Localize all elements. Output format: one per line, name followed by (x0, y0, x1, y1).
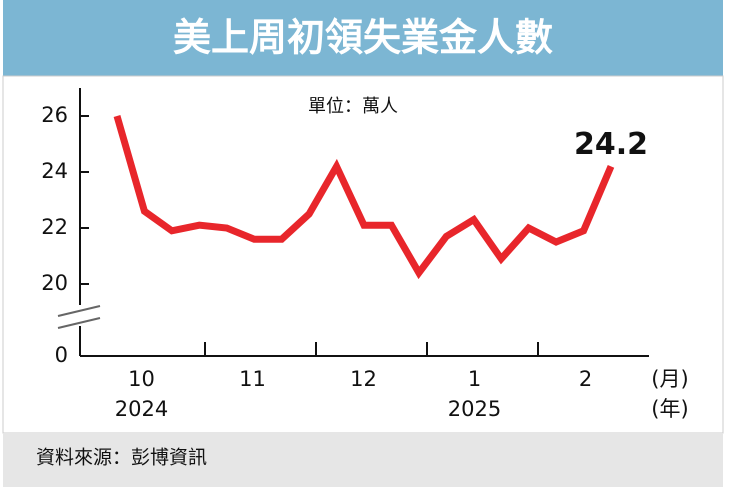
y-tick-label: 24 (41, 159, 68, 183)
x-tick-label: 10 (128, 367, 155, 391)
line (113, 115, 615, 280)
axis-break (57, 305, 101, 317)
unit-note: 單位：萬人 (308, 96, 398, 117)
year-label: 2024 (115, 397, 168, 421)
year-unit: (年) (651, 397, 688, 421)
footer (3, 433, 723, 487)
year-label: 2025 (448, 397, 501, 421)
annotation: 24.2 (574, 127, 648, 162)
y-tick-label: 26 (41, 103, 68, 127)
x-tick-label: 2 (579, 367, 592, 391)
y-tick-label: 0 (55, 343, 68, 367)
x-unit: (月) (651, 367, 688, 391)
chart-title: 美上周初領失業金人數 (173, 16, 553, 60)
x-tick-label: 1 (468, 367, 481, 391)
x-tick-label: 11 (239, 367, 266, 391)
y-tick-label: 20 (41, 271, 68, 295)
y-tick-label: 22 (41, 215, 68, 239)
title-bar (3, 0, 723, 76)
source: 資料來源：彭博資訊 (36, 447, 207, 469)
x-tick-label: 12 (350, 367, 377, 391)
axis-break (57, 317, 101, 329)
